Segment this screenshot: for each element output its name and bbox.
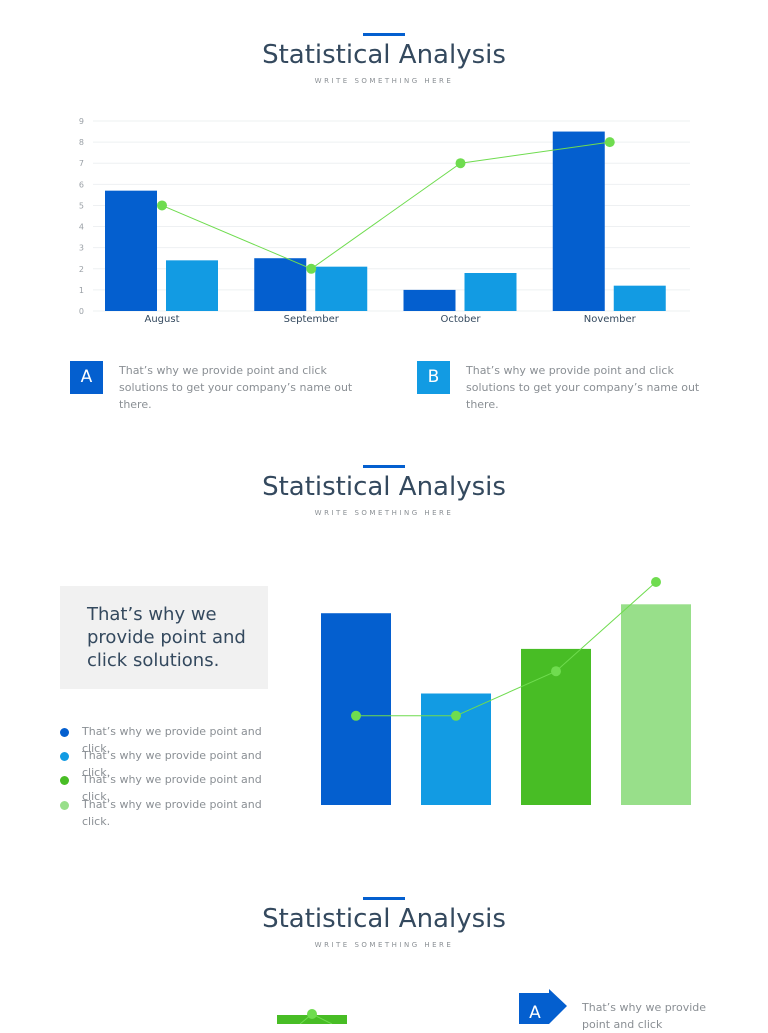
section1-title: Statistical Analysis: [262, 40, 506, 70]
line-series: [161, 141, 610, 270]
bar: [166, 260, 218, 311]
section3-bar: [277, 1015, 347, 1024]
bar: [464, 273, 517, 311]
line-point: [651, 577, 661, 587]
bar: [613, 285, 666, 311]
x-tick-label: October: [440, 314, 481, 325]
bar: [621, 604, 691, 805]
bar: [421, 693, 491, 805]
bar: [552, 131, 605, 311]
x-tick-label: August: [145, 314, 180, 325]
section2-bar-line-chart: [321, 577, 691, 805]
quote-text: That’s why we provide point and click so…: [87, 604, 246, 671]
section2-subtitle: WRITE SOMETHING HERE: [314, 509, 454, 517]
line-point: [306, 263, 317, 274]
legend-dot: [60, 752, 69, 761]
section1-subtitle: WRITE SOMETHING HERE: [314, 77, 454, 85]
note-a-badge: A: [70, 361, 103, 394]
legend-dot: [60, 801, 69, 810]
line-point: [451, 710, 461, 721]
line-point: [455, 158, 466, 169]
note-b-badge: B: [417, 361, 450, 394]
line-point: [351, 710, 361, 721]
section3-point: [307, 1009, 317, 1019]
note-b-text: That’s why we provide point and click so…: [466, 364, 700, 411]
y-tick-label: 7: [79, 159, 84, 168]
y-tick-label: 9: [79, 117, 84, 126]
y-tick-label: 8: [79, 138, 84, 147]
quote-box: [60, 586, 268, 689]
line-point: [604, 137, 615, 148]
y-tick-label: 0: [79, 307, 84, 316]
line-point: [157, 200, 167, 211]
y-tick-label: 4: [79, 223, 84, 232]
legend-text: That’s why we provide point and click.: [82, 773, 262, 803]
legend-text: That’s why we provide point and click.: [82, 749, 262, 779]
bar: [403, 289, 456, 311]
arrow-badge-a: A: [519, 989, 567, 1024]
section1-bar-line-chart: 0 1 2 3 4 5 6 7 8 9 August September October November: [79, 117, 690, 325]
y-tick-label: 1: [79, 286, 84, 295]
x-tick-label: September: [284, 314, 340, 325]
legend-text: That’s why we provide point and click.: [82, 798, 262, 828]
bar: [321, 613, 391, 805]
note-a-text: That’s why we provide point and click so…: [119, 364, 353, 411]
legend-dot: [60, 728, 69, 737]
section1-accent-bar: [363, 33, 405, 36]
bar: [105, 190, 157, 311]
arrow-badge-label: A: [529, 1003, 541, 1023]
line-point: [551, 666, 561, 677]
bar: [315, 266, 368, 311]
x-tick-label: November: [584, 314, 637, 325]
section3-title: Statistical Analysis: [262, 904, 506, 934]
y-tick-label: 5: [79, 201, 84, 210]
line-series: [356, 581, 657, 717]
section3-accent-bar: [363, 897, 405, 900]
y-tick-label: 6: [79, 180, 84, 189]
legend-dot: [60, 776, 69, 785]
bar: [254, 258, 307, 311]
legend-text: That’s why we provide point and click.: [82, 725, 262, 755]
section3-chart-fragment: [277, 1009, 347, 1024]
section3-subtitle: WRITE SOMETHING HERE: [314, 941, 454, 949]
section2-accent-bar: [363, 465, 405, 468]
arrow-badge-text: That’s why we provide point and click: [582, 1001, 707, 1031]
section2-title: Statistical Analysis: [262, 472, 506, 502]
y-tick-label: 2: [79, 265, 84, 274]
y-tick-label: 3: [79, 244, 84, 253]
